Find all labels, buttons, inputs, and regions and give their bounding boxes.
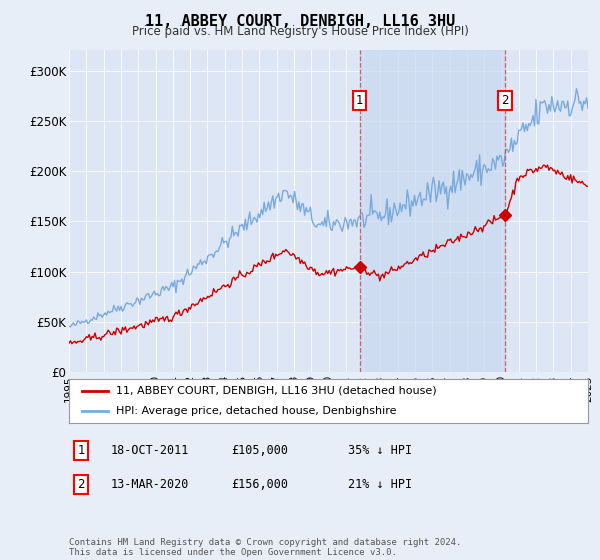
Text: Contains HM Land Registry data © Crown copyright and database right 2024.
This d: Contains HM Land Registry data © Crown c…: [69, 538, 461, 557]
Text: 11, ABBEY COURT, DENBIGH, LL16 3HU: 11, ABBEY COURT, DENBIGH, LL16 3HU: [145, 14, 455, 29]
Text: £105,000: £105,000: [231, 444, 288, 458]
Text: 35% ↓ HPI: 35% ↓ HPI: [348, 444, 412, 458]
Text: 21% ↓ HPI: 21% ↓ HPI: [348, 478, 412, 491]
Text: £156,000: £156,000: [231, 478, 288, 491]
Text: Price paid vs. HM Land Registry's House Price Index (HPI): Price paid vs. HM Land Registry's House …: [131, 25, 469, 38]
Text: 2: 2: [501, 94, 509, 107]
Text: 13-MAR-2020: 13-MAR-2020: [111, 478, 190, 491]
Text: 2: 2: [77, 478, 85, 491]
Text: 1: 1: [356, 94, 364, 107]
Bar: [359, 50, 505, 372]
Text: HPI: Average price, detached house, Denbighshire: HPI: Average price, detached house, Denb…: [116, 406, 396, 416]
Text: 18-OCT-2011: 18-OCT-2011: [111, 444, 190, 458]
Text: 1: 1: [77, 444, 85, 458]
Text: 11, ABBEY COURT, DENBIGH, LL16 3HU (detached house): 11, ABBEY COURT, DENBIGH, LL16 3HU (deta…: [116, 386, 436, 396]
